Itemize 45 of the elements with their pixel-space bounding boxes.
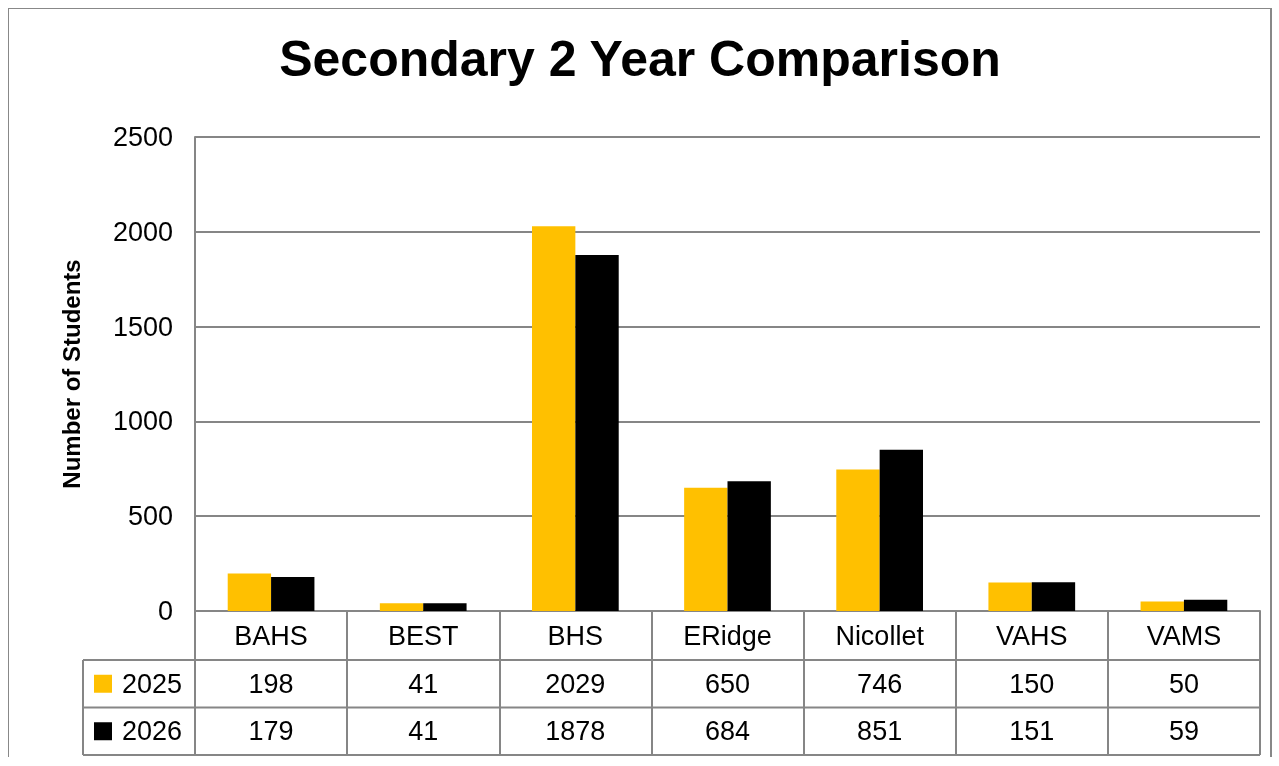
data-label: 41: [408, 716, 439, 747]
bar: [836, 469, 880, 611]
chart-title: Secondary 2 Year Comparison: [279, 31, 1001, 87]
bar: [879, 449, 923, 611]
data-label: 198: [248, 668, 294, 699]
bar: [1183, 599, 1228, 611]
y-tick-label: 0: [157, 596, 173, 626]
data-label: 1878: [545, 716, 606, 747]
x-tick-label: BAHS: [234, 620, 308, 651]
bar: [727, 481, 771, 611]
bar: [684, 487, 728, 611]
data-label: 151: [1009, 716, 1055, 747]
y-axis-title: Number of Students: [57, 259, 85, 489]
bar: [988, 582, 1032, 611]
data-label: 746: [857, 668, 903, 699]
x-tick-label: BEST: [387, 620, 459, 651]
y-tick-label: 2500: [112, 122, 173, 152]
data-label: 2029: [545, 668, 606, 699]
data-label: 150: [1009, 668, 1055, 699]
bar: [379, 603, 424, 611]
bar: [1140, 601, 1184, 611]
data-label: 41: [408, 668, 439, 699]
data-label: 684: [704, 716, 751, 747]
bar: [271, 577, 315, 611]
x-tick-label: Nicollet: [835, 620, 925, 651]
bar: [227, 573, 272, 611]
bar: [575, 254, 619, 611]
data-label: 851: [857, 716, 903, 747]
bar: [423, 603, 467, 611]
data-label: 50: [1168, 668, 1199, 699]
x-tick-label: VAMS: [1146, 620, 1222, 651]
legend-label: 2026: [122, 716, 183, 747]
legend-label: 2025: [122, 668, 183, 699]
bar: [1031, 582, 1076, 611]
x-tick-label: ERidge: [683, 620, 772, 651]
data-label: 179: [248, 716, 294, 747]
y-tick-label: 1000: [112, 406, 173, 437]
x-tick-label: VAHS: [996, 620, 1068, 651]
bar: [532, 226, 576, 611]
y-tick-label: 2000: [112, 216, 173, 247]
x-tick-label: BHS: [547, 620, 604, 651]
data-label: 59: [1168, 716, 1199, 747]
y-tick-label: 1500: [112, 311, 173, 342]
data-label: 650: [704, 668, 751, 699]
y-tick-label: 500: [127, 501, 173, 532]
